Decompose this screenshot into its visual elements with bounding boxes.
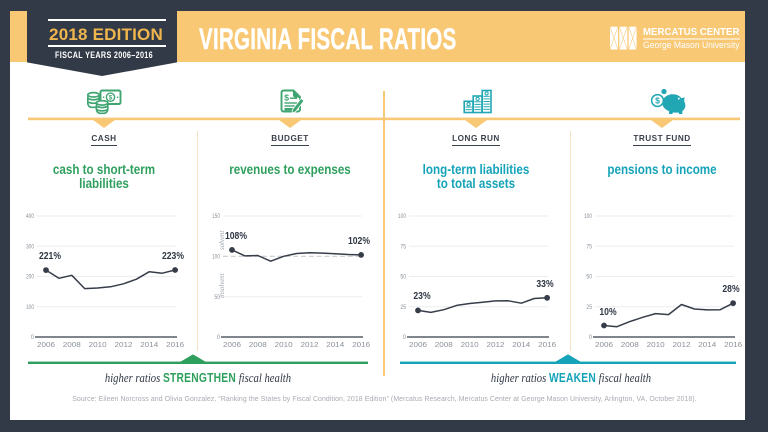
svg-text:2016: 2016 <box>166 340 184 349</box>
svg-text:25: 25 <box>400 304 406 311</box>
svg-text:2016: 2016 <box>724 340 742 349</box>
svg-text:150: 150 <box>212 213 220 220</box>
svg-text:2014: 2014 <box>326 340 344 349</box>
svg-text:2006: 2006 <box>409 340 427 349</box>
svg-text:2012: 2012 <box>487 340 505 349</box>
svg-text:75: 75 <box>586 243 592 250</box>
svg-text:300: 300 <box>26 243 34 250</box>
svg-text:MERCATUS CENTER: MERCATUS CENTER <box>643 27 740 38</box>
svg-text:100: 100 <box>212 254 220 261</box>
svg-text:100: 100 <box>26 304 34 311</box>
svg-text:2014: 2014 <box>140 340 158 349</box>
svg-text:2010: 2010 <box>89 340 107 349</box>
svg-text:400: 400 <box>26 213 34 220</box>
svg-text:2008: 2008 <box>63 340 81 349</box>
svg-text:2014: 2014 <box>512 340 530 349</box>
svg-text:$: $ <box>284 93 289 103</box>
svg-text:$: $ <box>109 94 113 101</box>
svg-text:2008: 2008 <box>621 340 639 349</box>
svg-text:50: 50 <box>400 274 406 281</box>
svg-text:2006: 2006 <box>595 340 613 349</box>
svg-text:0: 0 <box>31 334 34 341</box>
svg-text:2010: 2010 <box>461 340 479 349</box>
svg-text:$: $ <box>655 96 660 106</box>
svg-text:50: 50 <box>586 274 592 281</box>
svg-text:50: 50 <box>214 294 220 301</box>
svg-text:2010: 2010 <box>275 340 293 349</box>
svg-text:25: 25 <box>586 304 592 311</box>
svg-text:2016: 2016 <box>538 340 556 349</box>
svg-text:2008: 2008 <box>435 340 453 349</box>
svg-text:75: 75 <box>400 243 406 250</box>
svg-text:2014: 2014 <box>698 340 716 349</box>
svg-text:0: 0 <box>217 334 220 341</box>
svg-text:2012: 2012 <box>673 340 691 349</box>
svg-text:2012: 2012 <box>115 340 133 349</box>
svg-text:2006: 2006 <box>37 340 55 349</box>
svg-text:0: 0 <box>403 334 406 341</box>
svg-text:2006: 2006 <box>223 340 241 349</box>
svg-text:2008: 2008 <box>249 340 267 349</box>
svg-text:George Mason University: George Mason University <box>643 40 740 51</box>
svg-text:2012: 2012 <box>301 340 319 349</box>
svg-text:100: 100 <box>584 213 592 220</box>
svg-text:2016: 2016 <box>352 340 370 349</box>
svg-text:0: 0 <box>589 334 592 341</box>
svg-text:100: 100 <box>398 213 406 220</box>
svg-text:2010: 2010 <box>647 340 665 349</box>
svg-text:200: 200 <box>26 274 34 281</box>
